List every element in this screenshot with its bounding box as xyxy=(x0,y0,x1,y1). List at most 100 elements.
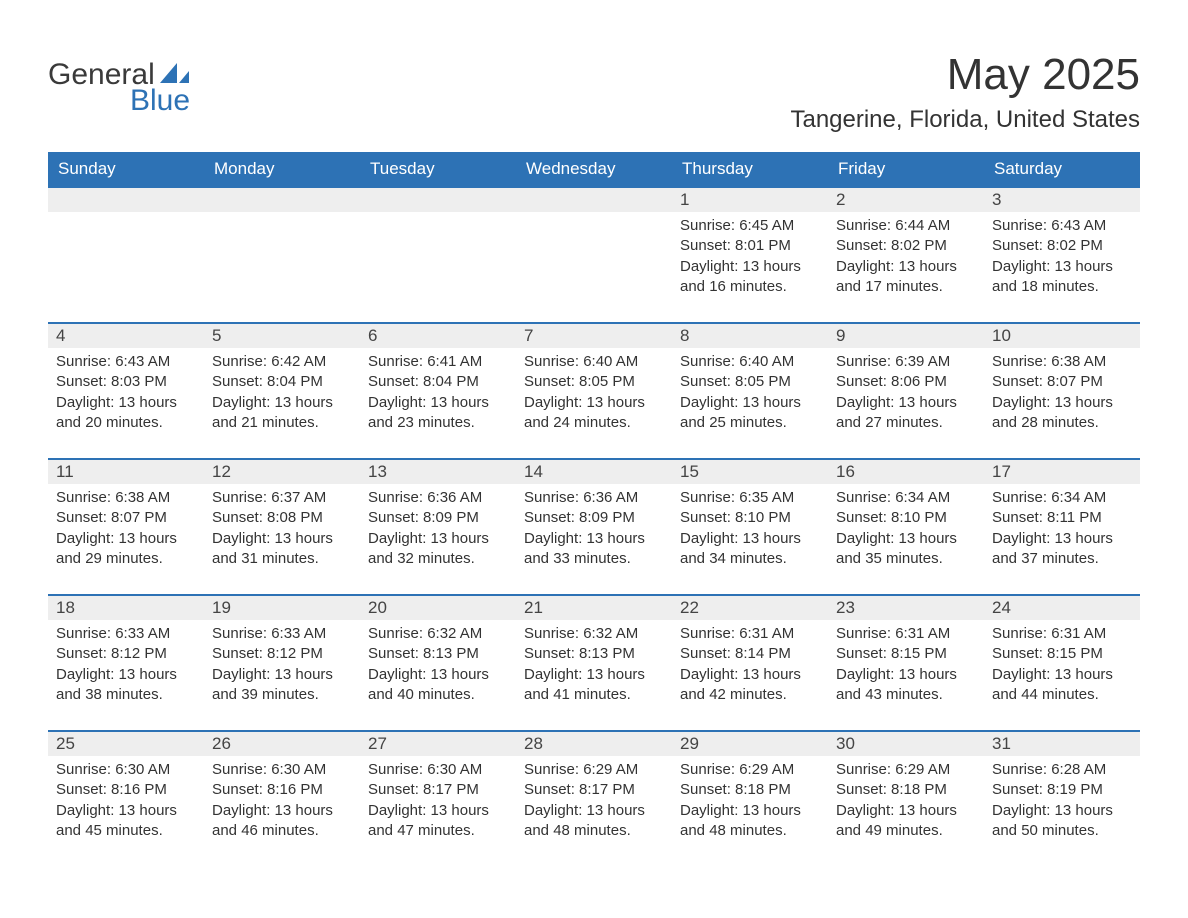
sunrise-text: Sunrise: 6:29 AM xyxy=(680,760,820,780)
daylight-line2: and 21 minutes. xyxy=(212,413,352,433)
sunrise-text: Sunrise: 6:37 AM xyxy=(212,488,352,508)
daylight-line2: and 16 minutes. xyxy=(680,277,820,297)
sunrise-text: Sunrise: 6:36 AM xyxy=(368,488,508,508)
sunset-text: Sunset: 8:16 PM xyxy=(212,780,352,800)
day-cell: 13Sunrise: 6:36 AMSunset: 8:09 PMDayligh… xyxy=(360,459,516,595)
daylight-line1: Daylight: 13 hours xyxy=(992,529,1132,549)
daylight-line1: Daylight: 13 hours xyxy=(56,665,196,685)
daylight-line2: and 18 minutes. xyxy=(992,277,1132,297)
daylight-line2: and 50 minutes. xyxy=(992,821,1132,841)
daylight-line1: Daylight: 13 hours xyxy=(524,393,664,413)
daylight-line2: and 48 minutes. xyxy=(680,821,820,841)
day-cell: 9Sunrise: 6:39 AMSunset: 8:06 PMDaylight… xyxy=(828,323,984,459)
daylight-line1: Daylight: 13 hours xyxy=(368,393,508,413)
daylight-line2: and 34 minutes. xyxy=(680,549,820,569)
day-number: 14 xyxy=(516,460,672,484)
daylight-line1: Daylight: 13 hours xyxy=(992,257,1132,277)
day-cell: 29Sunrise: 6:29 AMSunset: 8:18 PMDayligh… xyxy=(672,731,828,867)
day-details: Sunrise: 6:32 AMSunset: 8:13 PMDaylight:… xyxy=(516,620,672,713)
daylight-line1: Daylight: 13 hours xyxy=(680,529,820,549)
day-cell: 8Sunrise: 6:40 AMSunset: 8:05 PMDaylight… xyxy=(672,323,828,459)
day-number: 1 xyxy=(672,188,828,212)
day-cell: 27Sunrise: 6:30 AMSunset: 8:17 PMDayligh… xyxy=(360,731,516,867)
day-number: 16 xyxy=(828,460,984,484)
daylight-line1: Daylight: 13 hours xyxy=(524,665,664,685)
sunrise-text: Sunrise: 6:38 AM xyxy=(56,488,196,508)
day-details: Sunrise: 6:40 AMSunset: 8:05 PMDaylight:… xyxy=(516,348,672,441)
daylight-line2: and 48 minutes. xyxy=(524,821,664,841)
daylight-line2: and 28 minutes. xyxy=(992,413,1132,433)
sunset-text: Sunset: 8:14 PM xyxy=(680,644,820,664)
day-details: Sunrise: 6:31 AMSunset: 8:15 PMDaylight:… xyxy=(984,620,1140,713)
daylight-line2: and 23 minutes. xyxy=(368,413,508,433)
daylight-line2: and 29 minutes. xyxy=(56,549,196,569)
sunset-text: Sunset: 8:01 PM xyxy=(680,236,820,256)
daylight-line1: Daylight: 13 hours xyxy=(524,529,664,549)
sunrise-text: Sunrise: 6:41 AM xyxy=(368,352,508,372)
day-details: Sunrise: 6:40 AMSunset: 8:05 PMDaylight:… xyxy=(672,348,828,441)
day-number: 11 xyxy=(48,460,204,484)
day-details: Sunrise: 6:44 AMSunset: 8:02 PMDaylight:… xyxy=(828,212,984,305)
daylight-line1: Daylight: 13 hours xyxy=(836,665,976,685)
day-cell: 14Sunrise: 6:36 AMSunset: 8:09 PMDayligh… xyxy=(516,459,672,595)
logo: General Blue xyxy=(48,40,191,116)
sunset-text: Sunset: 8:04 PM xyxy=(368,372,508,392)
day-number: 9 xyxy=(828,324,984,348)
day-details: Sunrise: 6:38 AMSunset: 8:07 PMDaylight:… xyxy=(48,484,204,577)
daylight-line1: Daylight: 13 hours xyxy=(992,801,1132,821)
empty-day-bar xyxy=(48,188,204,212)
sunrise-text: Sunrise: 6:43 AM xyxy=(992,216,1132,236)
day-details: Sunrise: 6:43 AMSunset: 8:02 PMDaylight:… xyxy=(984,212,1140,305)
day-number: 4 xyxy=(48,324,204,348)
daylight-line1: Daylight: 13 hours xyxy=(680,801,820,821)
empty-day-bar xyxy=(360,188,516,212)
daylight-line1: Daylight: 13 hours xyxy=(836,257,976,277)
day-number: 24 xyxy=(984,596,1140,620)
day-cell: 12Sunrise: 6:37 AMSunset: 8:08 PMDayligh… xyxy=(204,459,360,595)
sunset-text: Sunset: 8:13 PM xyxy=(524,644,664,664)
day-cell: 25Sunrise: 6:30 AMSunset: 8:16 PMDayligh… xyxy=(48,731,204,867)
day-cell: 22Sunrise: 6:31 AMSunset: 8:14 PMDayligh… xyxy=(672,595,828,731)
day-details: Sunrise: 6:45 AMSunset: 8:01 PMDaylight:… xyxy=(672,212,828,305)
day-number: 17 xyxy=(984,460,1140,484)
daylight-line1: Daylight: 13 hours xyxy=(836,529,976,549)
day-cell: 18Sunrise: 6:33 AMSunset: 8:12 PMDayligh… xyxy=(48,595,204,731)
sunset-text: Sunset: 8:02 PM xyxy=(992,236,1132,256)
day-cell: 16Sunrise: 6:34 AMSunset: 8:10 PMDayligh… xyxy=(828,459,984,595)
sunset-text: Sunset: 8:09 PM xyxy=(368,508,508,528)
dow-saturday: Saturday xyxy=(984,152,1140,187)
logo-text-blue: Blue xyxy=(130,86,191,116)
day-details: Sunrise: 6:29 AMSunset: 8:18 PMDaylight:… xyxy=(828,756,984,849)
daylight-line1: Daylight: 13 hours xyxy=(680,665,820,685)
week-row: 4Sunrise: 6:43 AMSunset: 8:03 PMDaylight… xyxy=(48,323,1140,459)
calendar-body: 1Sunrise: 6:45 AMSunset: 8:01 PMDaylight… xyxy=(48,187,1140,867)
sunrise-text: Sunrise: 6:34 AM xyxy=(992,488,1132,508)
sunset-text: Sunset: 8:10 PM xyxy=(680,508,820,528)
daylight-line1: Daylight: 13 hours xyxy=(368,665,508,685)
day-number: 22 xyxy=(672,596,828,620)
sunrise-text: Sunrise: 6:28 AM xyxy=(992,760,1132,780)
day-cell: 17Sunrise: 6:34 AMSunset: 8:11 PMDayligh… xyxy=(984,459,1140,595)
day-number: 12 xyxy=(204,460,360,484)
day-number: 29 xyxy=(672,732,828,756)
daylight-line1: Daylight: 13 hours xyxy=(212,529,352,549)
daylight-line2: and 31 minutes. xyxy=(212,549,352,569)
dow-friday: Friday xyxy=(828,152,984,187)
daylight-line2: and 45 minutes. xyxy=(56,821,196,841)
day-number: 30 xyxy=(828,732,984,756)
sunrise-text: Sunrise: 6:30 AM xyxy=(212,760,352,780)
day-number: 18 xyxy=(48,596,204,620)
day-number: 2 xyxy=(828,188,984,212)
day-number: 23 xyxy=(828,596,984,620)
sunset-text: Sunset: 8:05 PM xyxy=(680,372,820,392)
daylight-line1: Daylight: 13 hours xyxy=(212,393,352,413)
day-details: Sunrise: 6:30 AMSunset: 8:16 PMDaylight:… xyxy=(204,756,360,849)
sunrise-text: Sunrise: 6:42 AM xyxy=(212,352,352,372)
daylight-line2: and 33 minutes. xyxy=(524,549,664,569)
sunset-text: Sunset: 8:04 PM xyxy=(212,372,352,392)
day-cell: 1Sunrise: 6:45 AMSunset: 8:01 PMDaylight… xyxy=(672,187,828,323)
day-cell: 26Sunrise: 6:30 AMSunset: 8:16 PMDayligh… xyxy=(204,731,360,867)
daylight-line2: and 32 minutes. xyxy=(368,549,508,569)
daylight-line1: Daylight: 13 hours xyxy=(212,665,352,685)
sunset-text: Sunset: 8:15 PM xyxy=(992,644,1132,664)
